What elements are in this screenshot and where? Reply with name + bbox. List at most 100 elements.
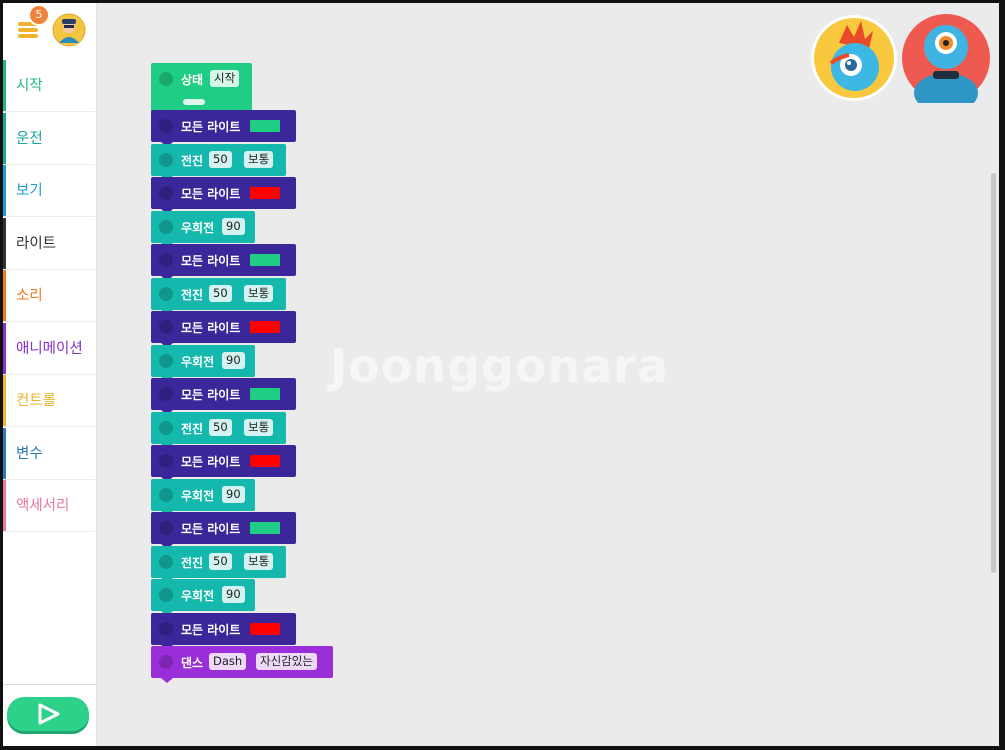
dance-block[interactable]: 댄스 Dash 자신감있는 [151,646,333,683]
category-color-stripe [3,375,6,426]
drive-forward-block[interactable]: 전진 50 보통 [151,545,286,583]
category-color-stripe [3,60,6,111]
set-all-lights-block[interactable]: 모든 라이트 [151,110,296,147]
category-label: 시작 [16,78,43,94]
block-label: 댄스 [181,656,204,670]
speed-select[interactable]: 보통 [244,418,274,436]
play-area [3,684,96,746]
light-color-swatch[interactable] [250,120,280,132]
block-dot [159,521,173,535]
sidebar-category[interactable]: 운전 [3,112,95,165]
category-label: 운전 [16,130,43,147]
block-dot [159,152,173,167]
drive-forward-block[interactable]: 전진 50 보통 [151,277,286,315]
category-label: 액세서리 [16,498,70,514]
block-label: 전진 [181,555,204,570]
sidebar-category[interactable]: 라이트 [3,217,95,270]
menu-icon [18,22,38,26]
start-block-label: 상태 [181,73,204,87]
sidebar-category[interactable]: 소리 [3,270,95,322]
set-all-lights-block[interactable]: 모든 라이트 [151,177,296,214]
category-label: 라이트 [16,235,57,252]
set-all-lights-block[interactable]: 모든 라이트 [151,512,296,549]
notification-badge: 5 [30,6,48,24]
block-label: 모든 라이트 [181,254,241,268]
set-all-lights-block[interactable]: 모든 라이트 [151,378,296,415]
angle-input[interactable]: 90 [222,586,245,603]
workspace-scrollbar[interactable] [991,173,996,573]
speed-select[interactable]: 보통 [244,552,274,570]
light-color-swatch[interactable] [250,388,280,400]
sidebar-category[interactable]: 보기 [3,165,95,217]
user-avatar[interactable] [52,13,86,47]
speed-select[interactable]: 보통 [244,150,274,168]
light-color-swatch[interactable] [250,622,280,635]
light-color-swatch[interactable] [250,455,280,467]
light-color-swatch[interactable] [250,254,280,266]
turn-right-block[interactable]: 우회전 90 [151,344,255,382]
menu-icon-bar [18,34,38,38]
block-connector [161,678,173,683]
block-dot [159,487,173,502]
sidebar-category[interactable]: 애니메이션 [3,322,95,375]
set-all-lights-block[interactable]: 모든 라이트 [151,244,296,281]
block-dot [159,655,173,669]
category-color-stripe [3,427,6,479]
drive-forward-block[interactable]: 전진 50 보통 [151,411,286,449]
block-dot [159,186,173,200]
robot-select[interactable]: Dash [209,653,247,670]
set-all-lights-block[interactable]: 모든 라이트 [151,311,296,348]
light-color-swatch[interactable] [250,522,280,534]
start-state-value[interactable]: 시작 [210,70,240,87]
block-dot [159,387,173,401]
dash-robot-button[interactable] [901,13,991,103]
turn-right-block[interactable]: 우회전 90 [151,210,255,248]
watermark: Joonggonara [330,339,670,393]
angle-input[interactable]: 90 [222,217,245,235]
dance-style-select[interactable]: 자신감있는 [256,653,317,670]
block-label: 모든 라이트 [181,120,241,134]
distance-input[interactable]: 50 [209,284,232,302]
block-label: 우회전 [181,220,215,235]
block-dot [159,454,173,468]
block-label: 모든 라이트 [181,321,241,335]
light-color-swatch[interactable] [250,187,280,199]
sidebar-category[interactable]: 액세서리 [3,480,95,532]
category-color-stripe [3,112,6,164]
category-label: 보기 [16,183,43,199]
speed-select[interactable]: 보통 [244,284,274,302]
dot-robot-button[interactable] [809,13,899,103]
block-dot [159,119,173,133]
sidebar-category[interactable]: 변수 [3,427,95,480]
block-dot [159,621,173,636]
turn-right-block[interactable]: 우회전 90 [151,579,255,616]
light-color-swatch[interactable] [250,321,280,333]
block-label: 전진 [181,287,204,302]
category-color-stripe [3,322,6,374]
sidebar-category[interactable]: 시작 [3,60,95,112]
angle-input[interactable]: 90 [222,351,245,369]
play-button[interactable] [7,697,89,731]
set-all-lights-block[interactable]: 모든 라이트 [151,612,296,650]
block-dot [159,253,173,267]
category-label: 변수 [16,445,43,462]
turn-right-block[interactable]: 우회전 90 [151,478,255,516]
category-color-stripe [3,165,6,216]
category-label: 컨트롤 [16,393,57,409]
sidebar-category[interactable]: 컨트롤 [3,375,95,427]
distance-input[interactable]: 50 [209,552,232,570]
drive-forward-block[interactable]: 전진 50 보통 [151,143,286,181]
menu-icon-bar [18,28,38,32]
category-label: 애니메이션 [16,340,83,357]
angle-input[interactable]: 90 [222,485,245,503]
block-dot [159,72,173,86]
start-block[interactable]: 상태 시작 [151,63,252,113]
menu-button[interactable] [15,17,41,43]
block-dot [159,286,173,301]
set-all-lights-block[interactable]: 모든 라이트 [151,445,296,482]
category-color-stripe [3,217,6,269]
distance-input[interactable]: 50 [209,150,232,168]
block-label: 모든 라이트 [181,522,241,536]
distance-input[interactable]: 50 [209,418,232,436]
